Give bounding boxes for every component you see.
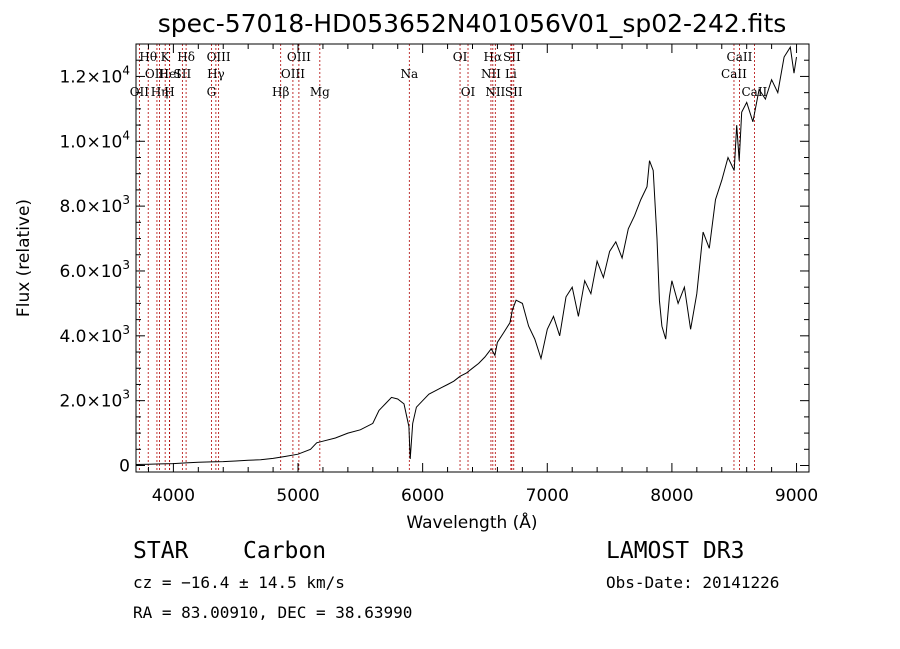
coordinates-text: RA = 83.00910, DEC = 38.63990 [133, 603, 413, 622]
y-tick-label: 4.0×103 [59, 323, 130, 347]
x-tick-label: 4000 [152, 486, 195, 506]
redshift-text: cz = −16.4 ± 14.5 km/s [133, 573, 345, 592]
line-label: OIII [207, 50, 231, 64]
y-tick-exponent: 3 [122, 388, 130, 402]
line-label: K [161, 50, 171, 64]
line-label: NII [485, 85, 505, 99]
line-label: CaII [741, 85, 767, 99]
y-tick-exponent: 4 [122, 63, 130, 77]
y-tick-label: 0 [119, 457, 130, 477]
x-axis-label: Wavelength (Å) [406, 511, 537, 533]
line-label: Hγ [207, 67, 225, 81]
line-label: NII [481, 67, 501, 81]
y-tick-mantissa: 6.0×10 [59, 262, 122, 282]
line-label: SII [503, 50, 521, 64]
y-tick-mantissa: 2.0×10 [59, 392, 122, 412]
y-tick-exponent: 4 [122, 128, 130, 142]
object-subclass: Carbon [243, 538, 327, 564]
line-label: Hδ [177, 50, 195, 64]
y-tick-label: 8.0×103 [59, 193, 130, 217]
line-label: CaII [727, 50, 753, 64]
x-tick-label: 7000 [526, 486, 569, 506]
y-tick-exponent: 3 [122, 258, 130, 272]
line-label: G [207, 85, 217, 99]
y-tick-mantissa: 8.0×10 [59, 197, 122, 217]
x-tick-label: 5000 [276, 486, 319, 506]
x-tick-label: 6000 [401, 486, 444, 506]
object-type: STAR [133, 538, 189, 564]
y-tick-label: 2.0×103 [59, 388, 130, 412]
line-label: Hη [151, 85, 169, 99]
survey-name: LAMOST DR3 [606, 538, 745, 564]
x-tick-label: 9000 [775, 486, 818, 506]
y-tick-label: 1.2×104 [59, 63, 130, 87]
y-tick-exponent: 3 [122, 323, 130, 337]
y-tick-mantissa: 4.0×10 [59, 327, 122, 347]
line-label: CaII [721, 67, 747, 81]
axis-ticks: 4000 5000 6000 7000 8000 900002.0×1034.0×1036… [59, 44, 818, 506]
line-label: Na [400, 67, 418, 81]
line-label: SII [505, 85, 523, 99]
line-label: H [164, 85, 174, 99]
plot-frame [135, 43, 810, 473]
obs-date: Obs-Date: 20141226 [606, 573, 780, 592]
line-label: Hα [484, 50, 503, 64]
line-label: Hβ [272, 85, 289, 99]
line-label: OIII [287, 50, 311, 64]
y-tick-exponent: 3 [122, 193, 130, 207]
spectrum-series [135, 45, 797, 465]
line-label: SII [174, 67, 192, 81]
y-tick-label: 1.0×104 [59, 128, 130, 152]
y-tick-mantissa: 1.2×10 [59, 67, 122, 87]
y-tick-label: 6.0×103 [59, 258, 130, 282]
line-label: OI [453, 50, 468, 64]
x-tick-label: 8000 [650, 486, 693, 506]
line-label: OIII [281, 67, 305, 81]
line-label: OI [461, 85, 476, 99]
y-tick-mantissa: 1.0×10 [59, 132, 122, 152]
line-label: OIII [145, 67, 169, 81]
chart-title: spec-57018-HD053652N401056V01_sp02-242.f… [158, 9, 787, 38]
line-label: Li [505, 67, 517, 81]
y-tick-mantissa: 0 [119, 457, 130, 477]
y-axis-label: Flux (relative) [14, 199, 34, 317]
line-label: Mg [310, 85, 330, 99]
line-label: OII [130, 85, 150, 99]
line-label: Hθ [139, 50, 157, 64]
